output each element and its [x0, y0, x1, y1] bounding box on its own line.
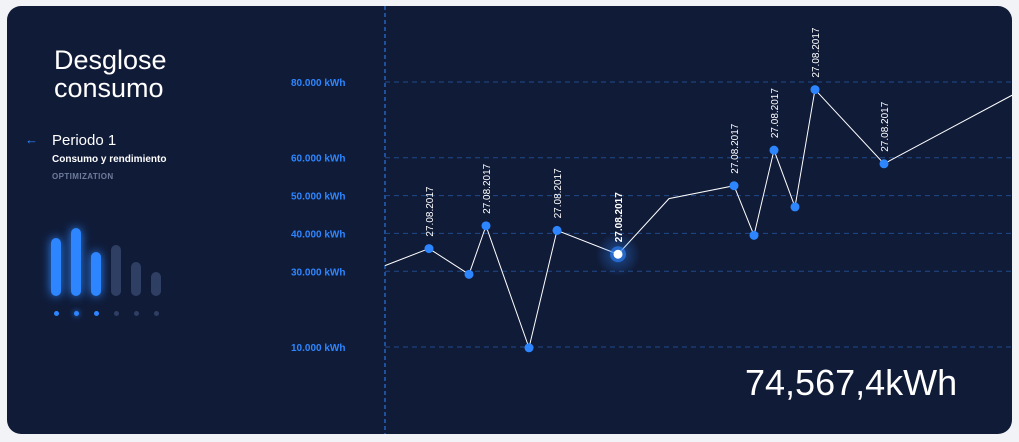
- data-point[interactable]: [879, 159, 889, 169]
- consumption-card: Desglose consumo ← Periodo 1 Consumo y r…: [7, 6, 1012, 434]
- back-arrow-icon[interactable]: ←: [25, 132, 38, 147]
- data-point-selected[interactable]: [613, 249, 623, 259]
- data-point-label: 27.08.2017: [614, 192, 625, 242]
- mini-bar-dot[interactable]: [53, 311, 59, 316]
- data-point-label: 27.08.2017: [770, 88, 781, 138]
- mini-bar[interactable]: [51, 238, 61, 296]
- data-point-label: 27.08.2017: [880, 101, 891, 151]
- data-point-label: 27.08.2017: [425, 186, 436, 236]
- data-point[interactable]: [769, 145, 779, 155]
- data-point[interactable]: [729, 181, 739, 191]
- data-point[interactable]: [749, 230, 759, 240]
- mini-bar[interactable]: [151, 272, 161, 296]
- mini-bar-dot[interactable]: [153, 311, 159, 316]
- period-label: Periodo 1: [52, 132, 117, 149]
- period-subtitle: Consumo y rendimiento: [52, 154, 167, 165]
- data-point[interactable]: [524, 343, 534, 353]
- mini-bar-selector: [51, 226, 181, 316]
- data-point[interactable]: [464, 269, 474, 279]
- data-point[interactable]: [481, 221, 491, 231]
- data-point-label: 27.08.2017: [730, 123, 741, 173]
- data-point[interactable]: [790, 202, 800, 212]
- mini-bar[interactable]: [71, 228, 81, 296]
- data-point[interactable]: [810, 85, 820, 95]
- mini-bar-dot[interactable]: [73, 311, 79, 316]
- page-title: Desglose consumo: [54, 45, 167, 103]
- total-consumption-value: 74,567,4kWh: [745, 362, 958, 403]
- data-point[interactable]: [424, 244, 434, 254]
- y-tick-label: 30.000 kWh: [291, 267, 345, 278]
- mini-bar-dot[interactable]: [113, 311, 119, 316]
- y-tick-label: 40.000 kWh: [291, 229, 345, 240]
- data-point-label: 27.08.2017: [553, 168, 564, 218]
- y-tick-label: 80.000 kWh: [291, 78, 345, 89]
- mini-bar-dot[interactable]: [133, 311, 139, 316]
- y-tick-label: 60.000 kWh: [291, 154, 345, 165]
- mini-bar[interactable]: [91, 251, 101, 296]
- mini-bar[interactable]: [111, 245, 121, 296]
- data-point-label: 27.08.2017: [811, 27, 822, 77]
- data-point-label: 27.08.2017: [482, 163, 493, 213]
- consumption-line-chart: 10.000 kWh 30.000 kWh 40.000 kWh 50.000 kWh…: [291, 6, 1012, 434]
- series-line: [384, 88, 1012, 350]
- y-tick-label: 10.000 kWh: [291, 343, 345, 354]
- y-tick-label: 50.000 kWh: [291, 192, 345, 203]
- period-tag: OPTIMIZATION: [52, 172, 114, 181]
- mini-bar[interactable]: [131, 262, 141, 296]
- data-point[interactable]: [552, 225, 562, 235]
- mini-bar-dot[interactable]: [93, 311, 99, 316]
